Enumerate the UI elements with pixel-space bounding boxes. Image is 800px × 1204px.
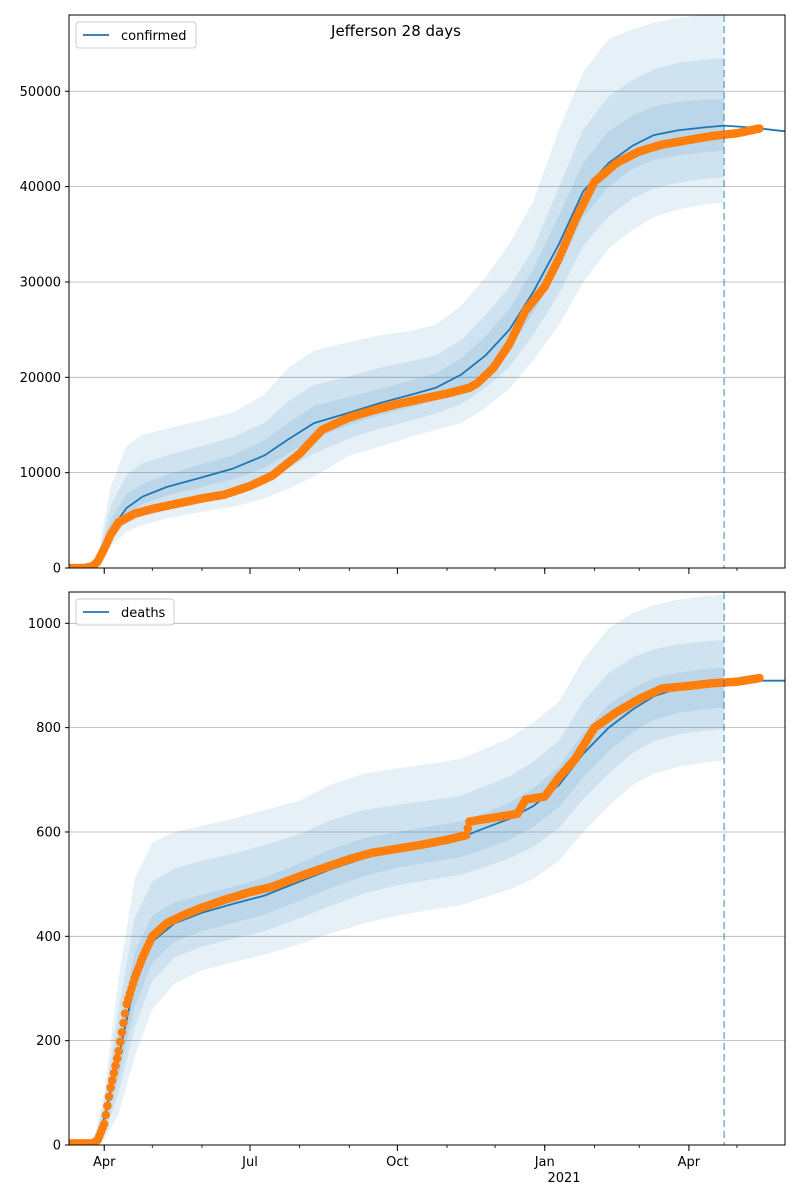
plot-frame xyxy=(68,14,786,569)
model-line xyxy=(69,124,785,568)
x-tick-label: Apr xyxy=(93,1155,116,1170)
y-tick-label: 0 xyxy=(53,1139,61,1154)
y-tick-label: 200 xyxy=(36,1034,61,1049)
x-tick-label: Apr xyxy=(678,1155,701,1170)
y-tick-label: 30000 xyxy=(20,275,61,290)
observed-point xyxy=(109,1068,119,1078)
confidence-band-inner xyxy=(69,667,725,1145)
confirmed-panel: 0 10000 20000 30000 40000 50000 confirmed xyxy=(20,14,786,577)
observed-point xyxy=(104,1092,114,1101)
confidence-band-outer xyxy=(69,594,725,1145)
confidence-band-inner xyxy=(69,98,725,568)
x-tick-label: Oct xyxy=(386,1155,408,1170)
plot-area xyxy=(69,15,785,568)
y-tick-label: 40000 xyxy=(20,180,61,195)
observed-point xyxy=(461,830,471,840)
y-tick-label: 50000 xyxy=(20,85,61,100)
chart-title: Jefferson 28 days xyxy=(330,22,461,40)
y-tick-label: 800 xyxy=(36,721,61,736)
observed-point xyxy=(116,1037,125,1046)
legend-box xyxy=(75,21,197,49)
confidence-band-outer xyxy=(69,15,725,568)
observed-point xyxy=(101,1110,111,1120)
observed-point xyxy=(755,124,764,133)
legend: confirmed xyxy=(75,21,197,49)
observed-point xyxy=(119,1018,128,1028)
observed-point xyxy=(120,1009,130,1018)
y-tick-label: 600 xyxy=(36,825,61,840)
observed-point xyxy=(114,1046,123,1056)
plot-area xyxy=(69,594,785,1145)
observed-point xyxy=(117,1028,127,1037)
plot-frame xyxy=(68,591,786,1146)
deaths-panel: 0 200 400 600 800 1000 Apr Jul Oct Jan Apr deaths xyxy=(28,591,786,1170)
observed-point xyxy=(106,1083,115,1092)
legend-box xyxy=(75,598,175,626)
x-tick-label: Jul xyxy=(241,1155,258,1170)
observed-point xyxy=(103,1101,112,1111)
y-tick-label: 20000 xyxy=(20,371,61,386)
observed-point xyxy=(111,1061,120,1070)
y-tick-label: 400 xyxy=(36,930,61,945)
confidence-band-middle xyxy=(69,640,725,1145)
x-tick-label: Jan xyxy=(534,1155,555,1170)
observed-point xyxy=(99,1119,109,1129)
observed-point xyxy=(112,1054,122,1063)
legend-label: confirmed xyxy=(121,29,187,44)
observed-point xyxy=(755,673,764,683)
legend-label: deaths xyxy=(121,606,166,621)
observed-point xyxy=(463,824,473,833)
observed-point xyxy=(107,1076,117,1085)
legend: deaths xyxy=(75,598,175,626)
x-year-label: 2021 xyxy=(547,1171,580,1186)
y-tick-label: 1000 xyxy=(28,617,61,632)
y-tick-label: 10000 xyxy=(20,466,61,481)
confidence-band-middle xyxy=(69,57,725,568)
y-tick-label: 0 xyxy=(53,562,61,577)
